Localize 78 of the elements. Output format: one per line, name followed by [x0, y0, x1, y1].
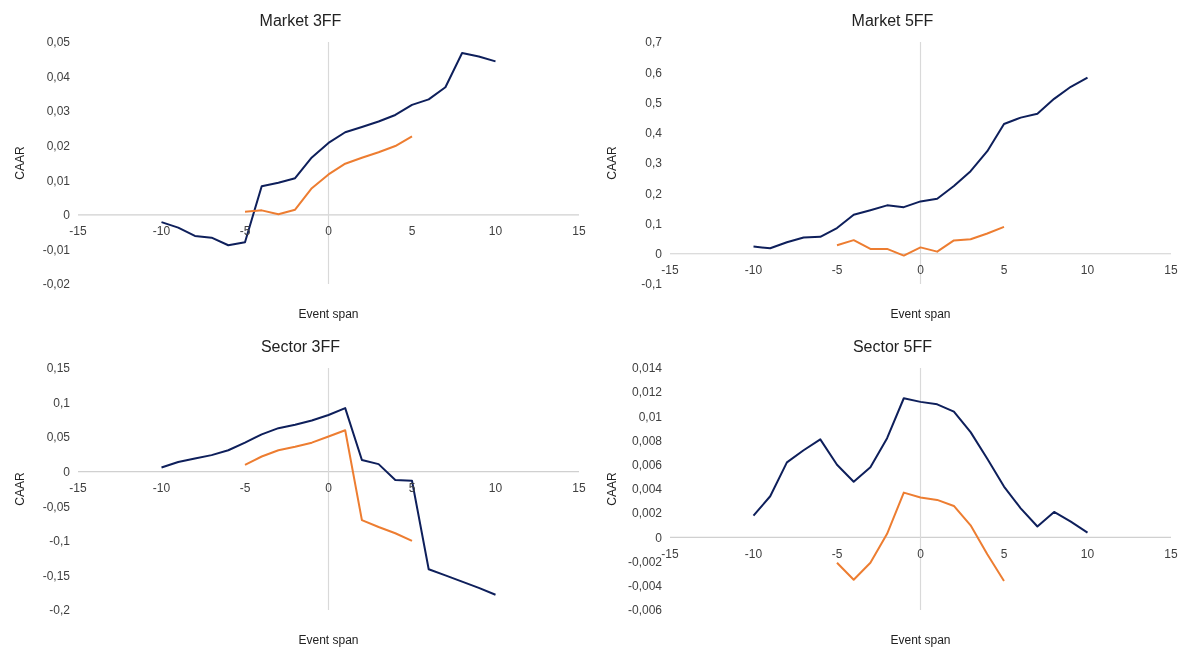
x-tick-label: 0 — [325, 224, 333, 239]
x-tick-label: 5 — [1000, 263, 1008, 278]
line-series — [244, 135, 413, 216]
y-tick-label: -0,15 — [42, 568, 71, 583]
y-tick-label: -0,02 — [42, 277, 71, 292]
y-tick-label: 0,05 — [46, 430, 71, 445]
y-tick-label: 0,002 — [631, 506, 663, 521]
x-tick-label: -15 — [69, 224, 87, 239]
y-tick-label: -0,1 — [641, 277, 663, 292]
y-tick-label: 0,006 — [631, 458, 663, 473]
y-tick-label: 0,03 — [46, 104, 71, 119]
x-tick-label: -15 — [69, 481, 87, 496]
y-tick-label: 0,008 — [631, 433, 663, 448]
y-tick-label: 0,04 — [46, 69, 71, 84]
y-tick-label: 0,1 — [53, 395, 71, 410]
y-tick-label: 0,4 — [645, 126, 663, 141]
x-tick-label: -5 — [239, 481, 251, 496]
chart-title: Market 5FF — [850, 11, 935, 31]
y-tick-label: 0,004 — [631, 482, 663, 497]
x-tick-label: -5 — [831, 546, 843, 561]
y-tick-label: -0,006 — [627, 603, 663, 618]
x-tick-label: 5 — [408, 224, 416, 239]
x-axis-title: Event span — [298, 307, 359, 321]
y-axis-title: CAAR — [605, 146, 620, 180]
y-tick-label: -0,05 — [42, 499, 71, 514]
y-tick-label: 0,014 — [631, 361, 663, 376]
chart-title: Market 3FF — [258, 11, 343, 31]
x-tick-label: 10 — [488, 481, 503, 496]
x-tick-label: -10 — [744, 263, 763, 278]
y-tick-label: -0,004 — [627, 579, 663, 594]
y-tick-label: 0 — [655, 247, 663, 262]
y-tick-label: 0,012 — [631, 385, 663, 400]
y-tick-label: 0,3 — [645, 156, 663, 171]
y-axis-title: CAAR — [13, 472, 28, 506]
x-tick-label: 0 — [325, 481, 333, 496]
y-tick-label: 0,2 — [645, 186, 663, 201]
y-tick-label: 0 — [655, 530, 663, 545]
x-tick-label: -10 — [152, 224, 171, 239]
y-tick-label: -0,1 — [49, 534, 71, 549]
x-axis-title: Event span — [890, 633, 951, 647]
y-tick-label: 0,1 — [645, 216, 663, 231]
y-tick-label: 0,05 — [46, 35, 71, 50]
x-tick-label: -15 — [661, 263, 679, 278]
x-axis-title: Event span — [890, 307, 951, 321]
y-tick-label: 0,01 — [46, 173, 71, 188]
x-tick-label: 10 — [488, 224, 503, 239]
chart-title: Sector 5FF — [851, 337, 934, 357]
chart-title: Sector 3FF — [259, 337, 342, 357]
x-tick-label: 10 — [1080, 546, 1095, 561]
y-axis-title: CAAR — [13, 146, 28, 180]
x-axis-title: Event span — [298, 633, 359, 647]
y-tick-label: 0,15 — [46, 361, 71, 376]
y-tick-label: 0,7 — [645, 35, 663, 50]
x-tick-label: 15 — [572, 481, 586, 496]
y-tick-label: 0,5 — [645, 95, 663, 110]
x-tick-label: -10 — [744, 546, 763, 561]
y-tick-label: 0,6 — [645, 65, 663, 80]
y-tick-label: 0,02 — [46, 138, 71, 153]
y-tick-label: 0 — [63, 208, 71, 223]
x-tick-label: -5 — [831, 263, 843, 278]
y-axis-title: CAAR — [605, 472, 620, 506]
line-series — [752, 76, 1089, 250]
line-series — [836, 225, 1005, 257]
y-tick-label: -0,002 — [627, 554, 663, 569]
x-tick-label: -15 — [661, 546, 679, 561]
y-tick-label: -0,01 — [42, 242, 71, 257]
x-tick-label: 0 — [917, 546, 925, 561]
y-tick-label: 0 — [63, 464, 71, 479]
x-tick-label: 15 — [1164, 263, 1178, 278]
y-tick-label: 0,01 — [638, 409, 663, 424]
x-tick-label: 10 — [1080, 263, 1095, 278]
x-tick-label: 5 — [1000, 546, 1008, 561]
x-tick-label: 15 — [1164, 546, 1178, 561]
y-tick-label: -0,2 — [49, 603, 71, 618]
line-series — [752, 397, 1089, 534]
x-tick-label: -10 — [152, 481, 171, 496]
x-tick-label: 0 — [917, 263, 925, 278]
x-tick-label: 15 — [572, 224, 586, 239]
